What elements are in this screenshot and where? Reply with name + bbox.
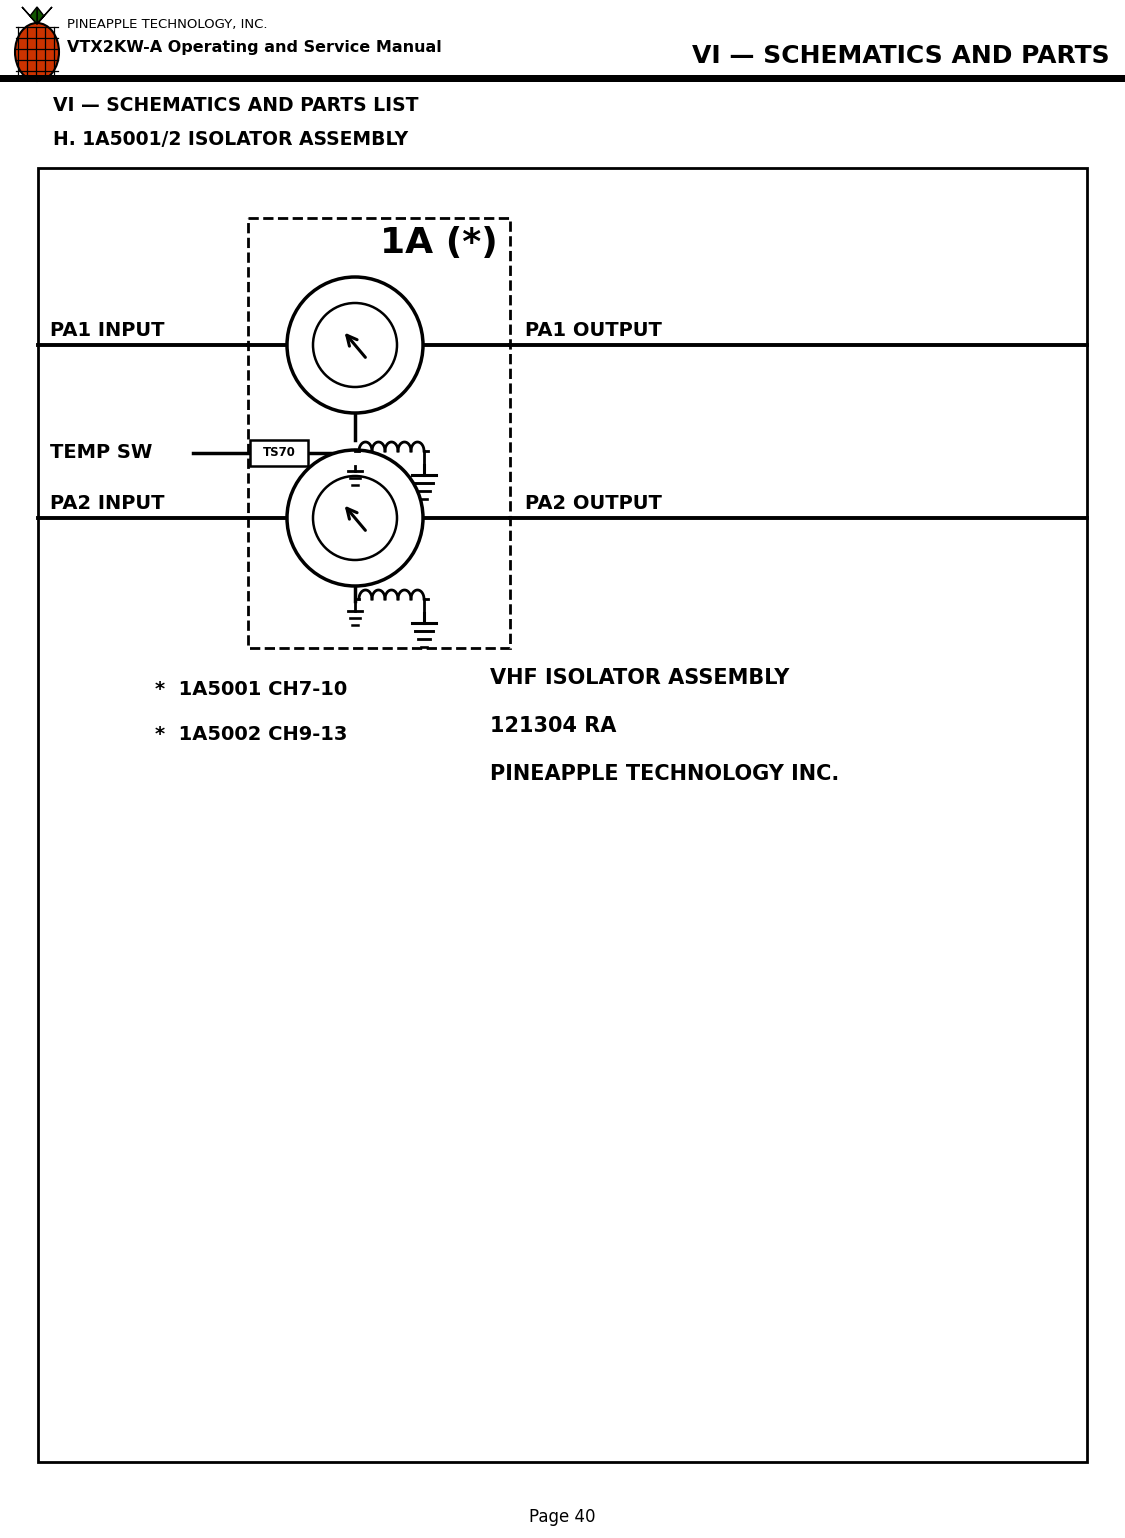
Polygon shape (30, 8, 37, 25)
Text: PA1 OUTPUT: PA1 OUTPUT (525, 321, 662, 340)
Circle shape (287, 451, 423, 586)
Text: VI — SCHEMATICS AND PARTS LIST: VI — SCHEMATICS AND PARTS LIST (53, 95, 418, 115)
Polygon shape (37, 8, 52, 25)
Text: TEMP SW: TEMP SW (50, 443, 152, 463)
Polygon shape (22, 8, 37, 25)
Text: 1A (*): 1A (*) (380, 226, 498, 260)
Text: PINEAPPLE TECHNOLOGY, INC.: PINEAPPLE TECHNOLOGY, INC. (68, 18, 268, 31)
Text: 121304 RA: 121304 RA (490, 717, 616, 737)
Text: PA2 INPUT: PA2 INPUT (50, 494, 164, 514)
Circle shape (313, 475, 397, 560)
Text: VI — SCHEMATICS AND PARTS: VI — SCHEMATICS AND PARTS (692, 45, 1110, 68)
Text: PINEAPPLE TECHNOLOGY INC.: PINEAPPLE TECHNOLOGY INC. (490, 764, 839, 784)
Text: *  1A5002 CH9-13: * 1A5002 CH9-13 (155, 724, 348, 744)
Text: TS70: TS70 (262, 446, 296, 460)
Ellipse shape (15, 23, 58, 82)
Text: *  1A5001 CH7-10: * 1A5001 CH7-10 (155, 680, 348, 698)
Polygon shape (37, 8, 44, 25)
Text: VTX2KW-A Operating and Service Manual: VTX2KW-A Operating and Service Manual (68, 40, 442, 55)
Bar (0, 75, 1125, 82)
Circle shape (313, 303, 397, 388)
Bar (38, 168, 1087, 1463)
Text: VHF ISOLATOR ASSEMBLY: VHF ISOLATOR ASSEMBLY (490, 667, 790, 687)
Bar (248, 218, 510, 647)
Text: H. 1A5001/2 ISOLATOR ASSEMBLY: H. 1A5001/2 ISOLATOR ASSEMBLY (53, 131, 408, 149)
Text: PA1 INPUT: PA1 INPUT (50, 321, 164, 340)
Bar (250, 440, 308, 466)
Text: Page 40: Page 40 (529, 1507, 595, 1526)
Text: PA2 OUTPUT: PA2 OUTPUT (525, 494, 662, 514)
Circle shape (287, 277, 423, 414)
